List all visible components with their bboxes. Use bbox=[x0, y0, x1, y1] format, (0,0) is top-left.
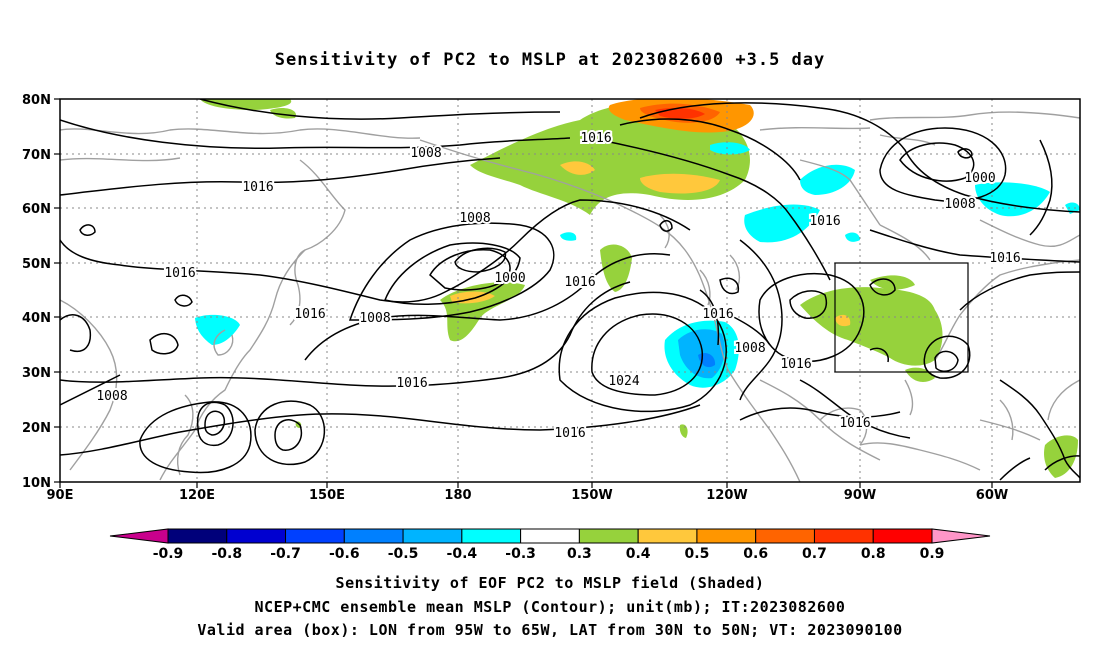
colorbar-swatch bbox=[167, 528, 228, 544]
lat-tick-label: 50N bbox=[22, 257, 51, 272]
colorbar-swatch bbox=[578, 528, 639, 544]
colorbar-swatch bbox=[813, 528, 874, 544]
contour-label: 1016 bbox=[294, 307, 325, 322]
contour-label: 1016 bbox=[164, 266, 195, 281]
contour-label: 1000 bbox=[964, 171, 995, 186]
lon-tick-label: 90W bbox=[844, 488, 876, 503]
colorbar-label: 0.5 bbox=[685, 546, 710, 562]
map-frame bbox=[59, 98, 1081, 483]
contour-label: 1016 bbox=[702, 307, 733, 322]
lat-tick-label: 10N bbox=[22, 476, 51, 491]
colorbar-label: -0.7 bbox=[270, 546, 301, 562]
colorbar-swatch bbox=[285, 528, 345, 544]
valid-area-box bbox=[834, 262, 969, 373]
colorbar-label: -0.9 bbox=[153, 546, 184, 562]
colorbar: -0.9 -0.8 -0.7 -0.6 -0.5 -0.4 -0.3 0.3 0.4 0.5 0.6… bbox=[109, 528, 991, 562]
contour-label: 1024 bbox=[608, 374, 639, 389]
contour-label: 1016 bbox=[564, 275, 595, 290]
sensitivity-shading bbox=[195, 99, 1080, 478]
lat-tick-label: 20N bbox=[22, 421, 51, 436]
contour-label: 1000 bbox=[494, 271, 525, 286]
coastlines bbox=[60, 111, 1080, 482]
lat-tick-label: 40N bbox=[22, 311, 51, 326]
axis-ticks bbox=[54, 98, 993, 488]
contour-label: 1016 bbox=[242, 180, 273, 195]
chart-title: Sensitivity of PC2 to MSLP at 2023082600… bbox=[274, 50, 826, 70]
contour-labels: 1016 1008 1000 1016 1008 1000 1016 1008 … bbox=[94, 129, 1022, 443]
colorbar-label: 0.4 bbox=[626, 546, 651, 562]
colorbar-swatch bbox=[755, 528, 815, 544]
contour-label: 1008 bbox=[944, 197, 975, 212]
lon-tick-label: 120W bbox=[706, 488, 747, 503]
lon-tick-label: 150W bbox=[571, 488, 612, 503]
colorbar-swatch bbox=[872, 528, 933, 544]
contour-label: 1008 bbox=[359, 311, 390, 326]
colorbar-label: -0.4 bbox=[447, 546, 478, 562]
lat-lon-grid bbox=[60, 99, 1080, 482]
colorbar-label: 0.6 bbox=[743, 546, 768, 562]
colorbar-swatch bbox=[402, 528, 463, 544]
colorbar-high-arrow bbox=[931, 528, 991, 544]
contour-label: 1008 bbox=[410, 146, 441, 161]
lat-tick-label: 60N bbox=[22, 202, 51, 217]
lon-tick-label: 120E bbox=[179, 488, 215, 503]
contour-label: 1016 bbox=[839, 416, 870, 431]
contour-label: 1016 bbox=[396, 376, 427, 391]
contour-label: 1016 bbox=[989, 251, 1020, 266]
colorbar-label: -0.3 bbox=[505, 546, 536, 562]
contour-label: 1016 bbox=[809, 214, 840, 229]
colorbar-label: 0.3 bbox=[567, 546, 592, 562]
lon-tick-label: 90E bbox=[47, 488, 74, 503]
lon-tick-label: 180 bbox=[444, 488, 471, 503]
lat-tick-label: 80N bbox=[22, 93, 51, 108]
colorbar-swatch bbox=[696, 528, 757, 544]
lat-tick-label: 30N bbox=[22, 366, 51, 381]
colorbar-swatch bbox=[343, 528, 404, 544]
contour-label: 1016 bbox=[580, 131, 611, 146]
colorbar-label: 0.7 bbox=[802, 546, 827, 562]
colorbar-swatch bbox=[226, 528, 287, 544]
mslp-contours bbox=[60, 99, 1080, 481]
contour-label: 1016 bbox=[780, 357, 811, 372]
colorbar-label: -0.5 bbox=[388, 546, 419, 562]
contour-label: 1008 bbox=[96, 389, 127, 404]
caption-line-3: Valid area (box): LON from 95W to 65W, L… bbox=[197, 621, 903, 639]
colorbar-swatch bbox=[461, 528, 522, 544]
colorbar-label: -0.6 bbox=[329, 546, 360, 562]
caption-line-2: NCEP+CMC ensemble mean MSLP (Contour); u… bbox=[254, 598, 846, 616]
colorbar-swatch bbox=[520, 528, 580, 544]
colorbar-label: 0.9 bbox=[920, 546, 945, 562]
contour-label: 1008 bbox=[734, 341, 765, 356]
lat-tick-labels: 80N 70N 60N 50N 40N 30N 20N 10N bbox=[22, 93, 51, 491]
caption-line-1: Sensitivity of EOF PC2 to MSLP field (Sh… bbox=[335, 574, 765, 592]
contour-label: 1008 bbox=[459, 211, 490, 226]
colorbar-low-arrow bbox=[109, 528, 169, 544]
colorbar-label: -0.8 bbox=[211, 546, 242, 562]
contour-label: 1016 bbox=[554, 426, 585, 441]
lon-tick-label: 150E bbox=[309, 488, 345, 503]
colorbar-label: 0.8 bbox=[861, 546, 886, 562]
lon-tick-label: 60W bbox=[976, 488, 1008, 503]
lat-tick-label: 70N bbox=[22, 148, 51, 163]
colorbar-swatch bbox=[637, 528, 698, 544]
lon-tick-labels: 90E 120E 150E 180 150W 120W 90W 60W bbox=[47, 488, 1009, 503]
